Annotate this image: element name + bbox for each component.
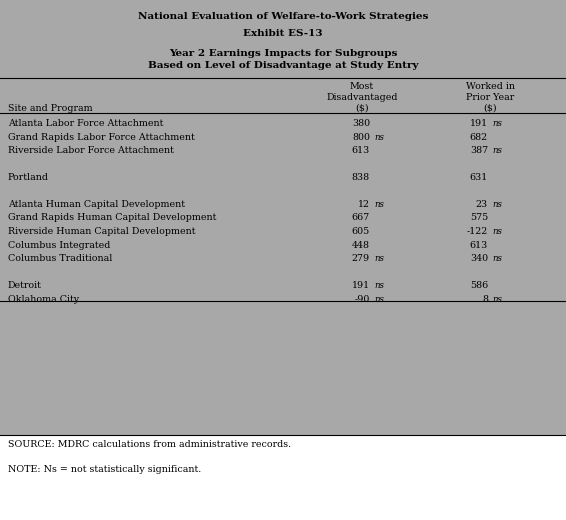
Text: 191: 191: [352, 281, 370, 290]
Text: Columbus Traditional: Columbus Traditional: [8, 254, 113, 263]
Text: Oklahoma City: Oklahoma City: [8, 294, 79, 304]
Text: Atlanta Labor Force Attachment: Atlanta Labor Force Attachment: [8, 119, 164, 128]
Text: ns: ns: [374, 281, 384, 290]
Text: NOTE: Ns = not statistically significant.: NOTE: Ns = not statistically significant…: [8, 465, 201, 474]
Bar: [0, 435, 566, 520]
Text: 800: 800: [352, 133, 370, 141]
Text: 605: 605: [351, 227, 370, 236]
Text: 191: 191: [470, 119, 488, 128]
Text: Riverside Labor Force Attachment: Riverside Labor Force Attachment: [8, 146, 174, 155]
Text: 380: 380: [352, 119, 370, 128]
Text: 12: 12: [358, 200, 370, 209]
Text: Detroit: Detroit: [8, 281, 42, 290]
Text: Worked in: Worked in: [465, 82, 514, 91]
Text: ns: ns: [492, 146, 502, 155]
Text: Year 2 Earnings Impacts for Subgroups: Year 2 Earnings Impacts for Subgroups: [169, 49, 397, 58]
Text: ns: ns: [492, 227, 502, 236]
Text: -90: -90: [355, 294, 370, 304]
Text: 575: 575: [470, 214, 488, 223]
Text: Based on Level of Disadvantage at Study Entry: Based on Level of Disadvantage at Study …: [148, 61, 418, 70]
Text: Columbus Integrated: Columbus Integrated: [8, 240, 110, 250]
Text: 387: 387: [470, 146, 488, 155]
Text: ns: ns: [492, 200, 502, 209]
Text: Site and Program: Site and Program: [8, 104, 93, 113]
Text: Atlanta Human Capital Development: Atlanta Human Capital Development: [8, 200, 185, 209]
Text: Prior Year: Prior Year: [466, 93, 514, 102]
Text: Exhibit ES-13: Exhibit ES-13: [243, 29, 323, 38]
Text: Grand Rapids Human Capital Development: Grand Rapids Human Capital Development: [8, 214, 216, 223]
Text: ns: ns: [374, 254, 384, 263]
Text: -122: -122: [467, 227, 488, 236]
Text: 8: 8: [482, 294, 488, 304]
Text: ($): ($): [355, 104, 369, 113]
Text: 682: 682: [470, 133, 488, 141]
Text: ns: ns: [492, 119, 502, 128]
Text: 631: 631: [470, 173, 488, 182]
Text: ns: ns: [492, 254, 502, 263]
Text: ($): ($): [483, 104, 497, 113]
Text: Most: Most: [350, 82, 374, 91]
Text: 448: 448: [352, 240, 370, 250]
Text: ns: ns: [492, 294, 502, 304]
Text: 340: 340: [470, 254, 488, 263]
Text: 23: 23: [476, 200, 488, 209]
Text: SOURCE: MDRC calculations from administrative records.: SOURCE: MDRC calculations from administr…: [8, 440, 291, 449]
Text: 613: 613: [470, 240, 488, 250]
Text: 667: 667: [351, 214, 370, 223]
Text: 279: 279: [352, 254, 370, 263]
Text: National Evaluation of Welfare-to-Work Strategies: National Evaluation of Welfare-to-Work S…: [138, 12, 428, 21]
Text: Riverside Human Capital Development: Riverside Human Capital Development: [8, 227, 195, 236]
Text: Portland: Portland: [8, 173, 49, 182]
Text: ns: ns: [374, 200, 384, 209]
Text: ns: ns: [374, 294, 384, 304]
Text: 586: 586: [470, 281, 488, 290]
Text: 613: 613: [351, 146, 370, 155]
Text: Grand Rapids Labor Force Attachment: Grand Rapids Labor Force Attachment: [8, 133, 195, 141]
Text: ns: ns: [374, 133, 384, 141]
Text: Disadvantaged: Disadvantaged: [326, 93, 398, 102]
Text: 838: 838: [352, 173, 370, 182]
